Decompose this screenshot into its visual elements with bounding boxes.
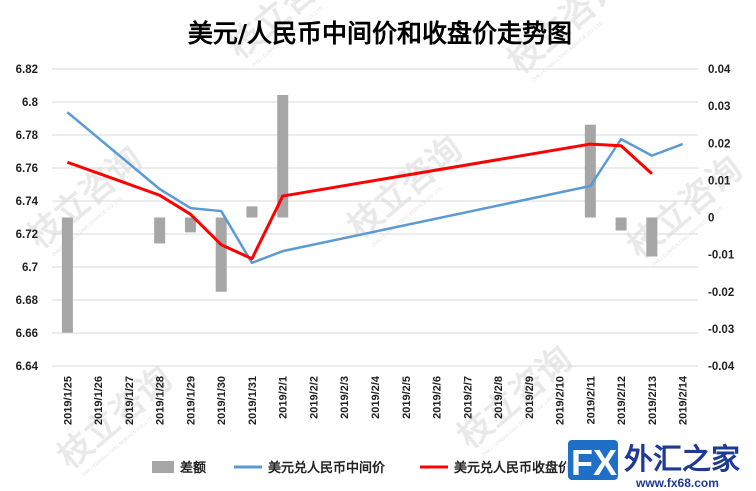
bar-mark — [277, 94, 289, 218]
right-tick-label: -0.03 — [708, 324, 734, 336]
right-tick-label: 0.01 — [708, 175, 731, 187]
x-tick-label: 2019/1/25 — [62, 376, 74, 425]
legend-label-bar: 差额 — [180, 460, 206, 476]
legend-swatch-bar — [152, 461, 174, 473]
left-axis: 6.64 6.66 6.68 6.7 6.72 6.74 6.76 6.78 6.8 6.82 — [16, 64, 39, 373]
x-tick-label: 2019/2/8 — [493, 376, 505, 419]
legend-label-line1: 美元兑人民币中间价 — [268, 460, 386, 476]
left-tick-label: 6.66 — [16, 328, 38, 340]
bar-mark — [215, 217, 227, 292]
right-tick-label: 0.02 — [708, 138, 730, 150]
logo-cn: 外汇之家 — [624, 442, 740, 476]
right-tick-label: 0.03 — [708, 101, 730, 113]
logo-fx-block — [568, 440, 618, 480]
x-axis: 2019/1/25 2019/1/26 2019/1/27 2019/1/28 2019… — [62, 375, 689, 425]
left-tick-label: 6.7 — [22, 262, 38, 274]
bar-mark — [61, 217, 73, 333]
left-tick-label: 6.64 — [16, 361, 39, 373]
x-tick-label: 2019/2/3 — [339, 376, 351, 419]
left-tick-label: 6.8 — [22, 97, 39, 109]
x-tick-label: 2019/1/31 — [247, 376, 259, 425]
left-tick-label: 6.68 — [16, 295, 39, 307]
x-tick-label: 2019/2/11 — [585, 376, 597, 424]
bar-mark — [184, 217, 196, 233]
x-tick-label: 2019/1/28 — [155, 376, 167, 425]
logo-url: www.fx68.com — [635, 476, 719, 490]
left-tick-label: 6.72 — [16, 229, 38, 241]
x-tick-label: 2019/1/26 — [93, 376, 105, 425]
left-tick-label: 6.78 — [16, 130, 39, 142]
right-axis: -0.04 -0.03 -0.02 -0.01 0 0.01 0.02 0.03 0.04 — [708, 64, 735, 373]
left-tick-label: 6.76 — [16, 163, 38, 175]
right-tick-label: 0.04 — [708, 64, 731, 76]
bar-mark — [154, 217, 166, 244]
right-tick-label: 0 — [708, 213, 714, 225]
x-tick-label: 2019/2/2 — [308, 376, 320, 419]
x-tick-label: 2019/2/1 — [278, 376, 290, 419]
x-tick-label: 2019/1/29 — [185, 376, 197, 425]
close-price-line — [66, 142, 653, 261]
x-tick-label: 2019/1/30 — [216, 376, 228, 425]
line-series — [66, 111, 684, 265]
gridlines — [52, 68, 698, 367]
x-tick-label: 2019/2/7 — [462, 376, 474, 419]
bar-mark — [615, 217, 627, 231]
right-tick-label: -0.04 — [708, 361, 735, 373]
legend-label-line2: 美元兑人民币收盘价 — [454, 460, 572, 476]
watermark-text: 枝立咨询 — [340, 129, 470, 247]
logo-fx: FX — [571, 442, 617, 483]
bar-mark — [246, 206, 258, 218]
legend: 差额 美元兑人民币中间价 美元兑人民币收盘价 — [152, 460, 572, 476]
left-tick-label: 6.82 — [16, 64, 38, 76]
right-tick-label: -0.02 — [708, 287, 734, 299]
x-tick-label: 2019/2/6 — [432, 376, 444, 419]
x-tick-label: 2019/2/5 — [401, 376, 413, 419]
x-tick-label: 2019/2/4 — [370, 375, 382, 419]
x-tick-label: 2019/2/9 — [524, 376, 536, 419]
x-tick-label: 2019/2/14 — [678, 375, 690, 425]
bar-mark — [646, 217, 658, 257]
watermark-text: 枝立咨询 — [20, 139, 150, 257]
bar-series — [61, 94, 658, 333]
mid-rate-line — [66, 111, 684, 265]
left-tick-label: 6.74 — [16, 196, 39, 208]
fx68-logo: FX 外汇之家 www.fx68.com — [566, 436, 756, 491]
right-tick-label: -0.01 — [708, 250, 735, 262]
x-tick-label: 2019/1/27 — [124, 376, 136, 425]
x-tick-label: 2019/2/12 — [616, 376, 628, 425]
x-tick-label: 2019/2/13 — [647, 376, 659, 425]
x-tick-label: 2019/2/10 — [555, 376, 567, 425]
bar-mark — [584, 124, 596, 218]
chart-title: 美元/人民币中间价和收盘价走势图 — [188, 19, 572, 48]
